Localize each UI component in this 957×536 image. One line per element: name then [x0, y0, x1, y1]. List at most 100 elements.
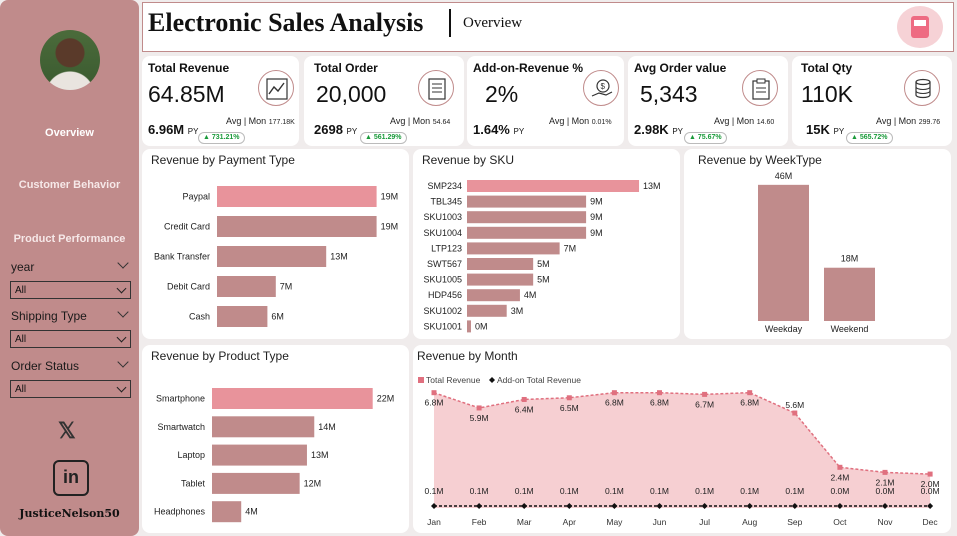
- data-label-total: 2.1M: [876, 477, 895, 487]
- data-label: 46M: [775, 171, 793, 181]
- kpi-change-badge: ▲ 561.29%: [360, 132, 407, 144]
- kpi-py: 6.96M PY: [148, 122, 198, 137]
- point-addon-revenue: [566, 503, 573, 509]
- svg-text:$: $: [601, 82, 606, 91]
- x-twitter-icon[interactable]: 𝕏: [58, 418, 76, 443]
- data-label: 5M: [537, 275, 550, 285]
- year-dropdown[interactable]: All: [10, 281, 131, 299]
- kpi-py-label: PY: [513, 127, 525, 136]
- data-label-addon: 0.1M: [650, 486, 669, 496]
- chart-title: Revenue by Payment Type: [151, 153, 295, 167]
- chevron-down-icon[interactable]: [117, 356, 129, 368]
- bar: [212, 388, 373, 409]
- kpi-avg-value: 14.60: [756, 119, 775, 126]
- bar: [758, 184, 809, 321]
- kpi-change-badge: ▲ 731.21%: [198, 132, 245, 144]
- point-total-revenue: [566, 395, 572, 401]
- data-label-addon: 0.1M: [695, 486, 714, 496]
- chart-title: Revenue by WeekType: [698, 153, 822, 167]
- nav-customer-behavior[interactable]: Customer Behavior: [18, 179, 121, 191]
- bar: [467, 211, 587, 224]
- shipping-dropdown-value: All: [15, 334, 27, 345]
- category-label: LTP123: [431, 243, 462, 253]
- slicer-label-year: year: [11, 260, 35, 274]
- chart-title: Revenue by Month: [417, 349, 518, 363]
- chevron-down-icon: [116, 382, 127, 393]
- data-label: 9M: [590, 212, 603, 222]
- kpi-py-value: 2.98K: [634, 122, 669, 137]
- data-label: 3M: [511, 306, 524, 316]
- bar: [467, 242, 560, 255]
- category-label: Laptop: [177, 450, 205, 460]
- x-tick-label: Jan: [427, 517, 441, 527]
- data-label: 18M: [841, 254, 859, 264]
- point-addon-revenue: [611, 503, 618, 509]
- kpi-value: 2%: [485, 81, 519, 107]
- kpi-title: Total Qty: [801, 61, 853, 75]
- category-label: HDP456: [428, 290, 462, 300]
- area-total-revenue: [434, 392, 931, 508]
- kpi-avg: Avg | Mon 54.64: [390, 116, 450, 126]
- chevron-down-icon: [116, 283, 127, 294]
- point-addon-revenue: [521, 503, 528, 509]
- point-addon-revenue: [791, 503, 798, 509]
- point-total-revenue: [792, 410, 798, 416]
- bar: [212, 472, 300, 494]
- chevron-down-icon[interactable]: [117, 257, 129, 269]
- data-label: 7M: [280, 282, 293, 292]
- order-status-dropdown[interactable]: All: [10, 380, 131, 398]
- point-addon-revenue: [431, 503, 437, 509]
- kpi-py-value: 15K: [806, 122, 830, 137]
- kpi-py: 15K PY: [806, 122, 844, 137]
- data-label: 7M: [564, 243, 577, 253]
- bar: [467, 180, 640, 192]
- kpi-py: 2698 PY: [314, 122, 357, 137]
- data-label-addon: 0.0M: [921, 486, 940, 496]
- legend-marker-total: [418, 377, 424, 383]
- data-label-addon: 0.1M: [470, 486, 489, 496]
- point-addon-revenue: [656, 503, 663, 509]
- data-label-addon: 0.0M: [830, 486, 849, 496]
- kpi-avg-value: 54.64: [432, 119, 451, 126]
- chart-title: Revenue by Product Type: [151, 349, 289, 363]
- data-label-total: 6.4M: [515, 404, 534, 414]
- page-title: Electronic Sales Analysis: [148, 8, 424, 37]
- point-addon-revenue: [836, 503, 843, 509]
- point-addon-revenue: [882, 503, 888, 509]
- data-label-total: 6.8M: [740, 398, 759, 408]
- data-label-total: 5.9M: [470, 413, 489, 423]
- data-label: 22M: [377, 394, 395, 404]
- kpi-value: 20,000: [316, 81, 387, 107]
- year-dropdown-value: All: [15, 285, 27, 296]
- bar: [217, 186, 377, 207]
- category-label: TBL345: [430, 197, 462, 207]
- nav-product-performance[interactable]: Product Performance: [13, 233, 126, 245]
- bar: [217, 276, 276, 297]
- avatar: [40, 30, 100, 90]
- page-subtitle: Overview: [463, 15, 523, 31]
- data-label: 4M: [245, 507, 258, 517]
- kpi-total-revenue: Total Revenue 64.85M 6.96M PY Avg | Mon …: [142, 56, 299, 146]
- line-chart-icon: [258, 70, 294, 106]
- linkedin-icon[interactable]: in: [53, 460, 89, 496]
- x-tick-label: May: [606, 517, 623, 527]
- shipping-type-dropdown[interactable]: All: [10, 330, 131, 348]
- kpi-value: 5,343: [640, 81, 698, 107]
- kpi-change-badge: ▲ 565.72%: [846, 132, 893, 144]
- kpi-avg: Avg | Mon 299.76: [876, 116, 940, 126]
- category-label: Bank Transfer: [154, 252, 210, 262]
- chevron-down-icon[interactable]: [117, 306, 129, 318]
- point-total-revenue: [521, 396, 527, 402]
- kpi-py: 2.98K PY: [634, 122, 683, 137]
- data-label-total: 6.8M: [425, 398, 444, 408]
- order-list-icon: [418, 70, 454, 106]
- kpi-py-value: 6.96M: [148, 122, 185, 137]
- data-label-addon: 0.1M: [785, 486, 804, 496]
- nav-overview[interactable]: Overview: [45, 127, 94, 139]
- pos-terminal-icon: [897, 6, 943, 48]
- bar: [212, 416, 315, 438]
- clipboard-icon: [742, 70, 778, 106]
- data-label-addon: 0.0M: [876, 486, 895, 496]
- slicer-label-shipping: Shipping Type: [11, 309, 87, 323]
